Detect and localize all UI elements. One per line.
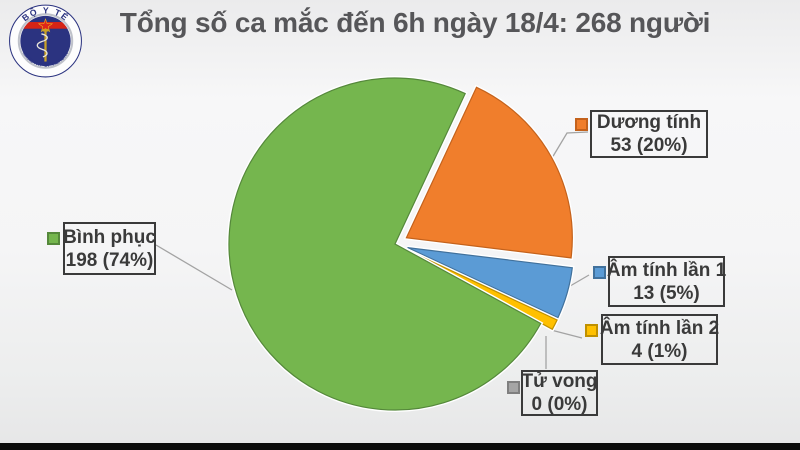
data-label-name: Âm tính lần 1 xyxy=(606,259,727,281)
data-label-4: Bình phục 198 (74%) xyxy=(63,222,156,275)
leader-line-0 xyxy=(551,131,589,159)
data-label-value: 4 (1%) xyxy=(631,340,688,362)
logo-silver-ring xyxy=(17,13,74,69)
data-label-name: Dương tính xyxy=(596,112,702,133)
pie-slice-1 xyxy=(407,247,573,319)
logo-red-star-icon xyxy=(37,18,54,33)
pie-slice-0 xyxy=(405,86,573,259)
legend-key-icon-0 xyxy=(575,118,588,131)
pie-slice-4 xyxy=(228,77,542,411)
leader-line-2 xyxy=(550,329,583,339)
data-label-value: 53 (20%) xyxy=(610,135,688,156)
legend-key-icon-3 xyxy=(507,381,520,394)
data-label-1: Âm tính lần 1 13 (5%) xyxy=(606,256,727,307)
data-label-3: Tử vong 0 (0%) xyxy=(521,370,598,416)
ministry-of-health-logo: BỘ Y TẾ MINISTRY OF HEALTH xyxy=(9,4,82,78)
data-label-value: 198 (74%) xyxy=(65,249,154,271)
data-label-value: 0 (0%) xyxy=(531,394,588,415)
logo-snake-icon xyxy=(36,33,48,58)
bottom-bar xyxy=(0,443,800,450)
legend-key-icon-2 xyxy=(585,324,598,337)
data-label-value: 13 (5%) xyxy=(633,282,700,304)
data-label-name: Bình phục xyxy=(63,226,156,248)
leader-line-4 xyxy=(155,244,233,291)
data-label-0: Dương tính 53 (20%) xyxy=(590,110,708,158)
chart-title: Tổng số ca mắc đến 6h ngày 18/4: 268 ngư… xyxy=(119,7,711,38)
legend-key-icon-1 xyxy=(593,266,606,279)
data-label-name: Âm tính lần 2 xyxy=(599,317,720,339)
data-label-name: Tử vong xyxy=(521,371,598,392)
legend-key-icon-4 xyxy=(47,232,60,245)
